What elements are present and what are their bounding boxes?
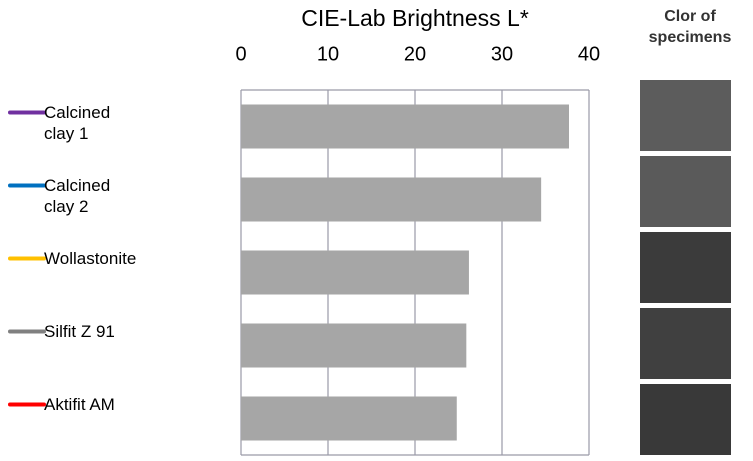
x-tick-label: 0: [235, 43, 246, 65]
x-tick-label: 20: [404, 43, 426, 65]
bar: [241, 251, 469, 295]
specimen-image: [640, 384, 731, 455]
bar: [241, 178, 541, 222]
x-tick-label: 40: [578, 43, 600, 65]
category-label: Calcined clay 2: [44, 175, 136, 217]
bar: [241, 397, 457, 441]
specimen-image: [640, 156, 731, 227]
bar: [241, 324, 466, 368]
specimen-image: [640, 308, 731, 379]
category-label: Silfit Z 91: [44, 321, 136, 342]
specimen-image: [640, 80, 731, 151]
bar: [241, 105, 569, 149]
category-label: Aktifit AM: [44, 394, 136, 415]
chart-title: CIE-Lab Brightness L*: [301, 5, 529, 31]
x-tick-label: 30: [491, 43, 513, 65]
chart: CIE-Lab Brightness L* 0 10 20 30 40 Clor of …: [0, 0, 753, 461]
specimen-image: [640, 232, 731, 303]
x-tick-label: 10: [317, 43, 339, 65]
chart-canvas: CIE-Lab Brightness L* 0 10 20 30 40: [0, 0, 753, 461]
category-label: Calcined clay 1: [44, 102, 136, 144]
specimen-heading: Clor of specimens: [632, 6, 748, 48]
category-label: Wollastonite: [44, 248, 136, 269]
